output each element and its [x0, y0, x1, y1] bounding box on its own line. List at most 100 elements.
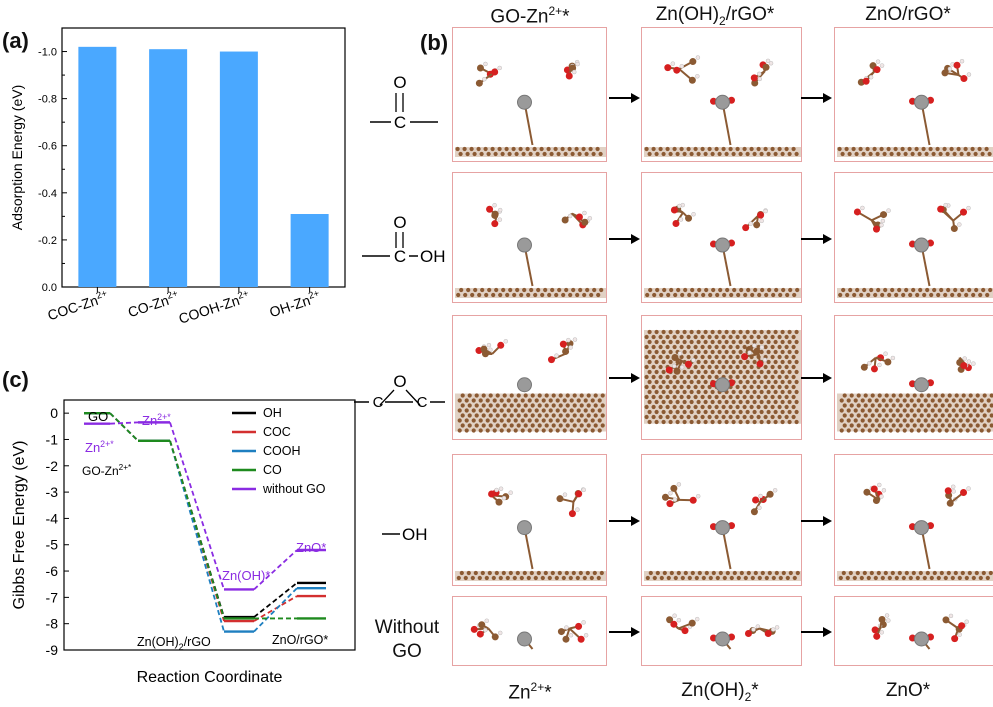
carbon-atom: [485, 408, 490, 413]
carbon-atom: [766, 339, 771, 345]
carbon-atom: [856, 413, 861, 418]
hydrogen-atom: [672, 497, 678, 502]
carbon-atom: [519, 292, 524, 298]
carbon-atom: [700, 404, 705, 410]
carbon-atom: [476, 146, 481, 152]
carbon-atom: [884, 393, 889, 398]
carbon-atom: [791, 374, 796, 380]
oxygen-atom: [871, 626, 879, 634]
carbon-atom: [682, 369, 687, 375]
carbon-atom: [773, 399, 778, 405]
carbon-atom: [958, 428, 963, 433]
carbon-atom: [532, 146, 537, 152]
graphene-sheet: [837, 147, 993, 157]
carbon-atom: [842, 423, 847, 428]
reaction-arrow: [609, 627, 640, 637]
carbon-atom: [940, 423, 945, 428]
carbon-atom: [794, 419, 799, 425]
hydrogen-atom: [679, 63, 685, 69]
carbon-atom: [951, 428, 956, 433]
carbon-atom: [537, 393, 542, 398]
carbon-atom: [717, 399, 722, 405]
carbon-atom: [728, 354, 733, 360]
hydrogen-atom: [483, 61, 488, 67]
carbon-atom: [933, 413, 938, 418]
carbon-atom: [884, 413, 889, 418]
carbon-atom: [568, 292, 573, 298]
carbon-atom: [467, 413, 472, 418]
zinc-atom: [914, 631, 929, 647]
carbon-atom: [694, 575, 699, 581]
carbon-atom: [669, 570, 674, 576]
carbon-atom: [672, 404, 677, 410]
carbon-atom: [676, 287, 681, 293]
carbon-atom: [689, 419, 694, 425]
carbon-atom: [487, 570, 492, 576]
carbon-atom: [700, 364, 705, 370]
carbon-atom: [849, 423, 854, 428]
carbon-atom: [745, 389, 750, 395]
carbon-atom: [759, 369, 764, 375]
hydrogen-atom: [879, 222, 884, 228]
carbon-atom: [595, 146, 600, 152]
carbon-atom: [530, 393, 535, 398]
carbon-atom: [708, 575, 713, 581]
carbon-atom: [759, 339, 764, 345]
carbon-atom: [647, 349, 652, 355]
carbon-atom: [756, 334, 761, 340]
carbon-atom: [863, 413, 868, 418]
carbon-atom: [456, 292, 461, 298]
carbon-atom: [780, 349, 785, 355]
carbon-atom: [887, 575, 892, 581]
carbon-atom: [881, 418, 886, 423]
oxygen-atom: [491, 68, 499, 76]
carbon-atom: [472, 151, 477, 157]
carbon-atom: [751, 79, 759, 87]
structure-tile-r2-c1: [452, 172, 607, 303]
carbon-atom: [672, 146, 677, 152]
carbon-atom: [644, 354, 649, 360]
carbon-atom: [583, 418, 588, 423]
carbon-atom: [781, 287, 786, 293]
carboxyl-o-text: O: [393, 213, 406, 232]
hydrogen-atom: [751, 627, 756, 632]
carbon-atom: [724, 399, 729, 405]
carbon-atom: [530, 413, 535, 418]
carbon-atom: [975, 403, 980, 408]
carbon-atom: [856, 403, 861, 408]
reaction-arrow: [801, 234, 832, 244]
carbon-atom: [842, 393, 847, 398]
carbon-atom: [596, 292, 601, 298]
carbon-atom: [872, 146, 877, 152]
carbon-atom: [521, 151, 526, 157]
hydrogen-atom: [886, 208, 891, 213]
carbon-atom: [654, 151, 659, 157]
carbon-atom: [957, 292, 962, 298]
annotation-znoh2-rgo: Zn(OH)2/rGO: [137, 635, 211, 652]
hydrogen-atom: [677, 203, 682, 209]
carbon-atom: [752, 379, 757, 385]
carbon-atom: [703, 151, 708, 157]
carbon-atom: [728, 374, 733, 380]
carbon-atom: [682, 329, 687, 335]
carbon-atom: [721, 344, 726, 350]
connector-CO: [109, 412, 139, 442]
carbon-atom: [912, 423, 917, 428]
carbon-atom: [979, 398, 984, 403]
carbon-atom: [869, 570, 874, 576]
carbon-atom: [794, 349, 799, 355]
carbon-atom: [771, 575, 776, 581]
carbon-atom: [693, 384, 698, 390]
carbon-atom: [696, 359, 701, 365]
carbon-atom: [696, 369, 701, 375]
carbon-atom: [672, 384, 677, 390]
carbon-atom: [658, 394, 663, 400]
carbon-atom: [735, 404, 740, 410]
carbon-atom: [682, 419, 687, 425]
gibbs-energy-chart: 0 -1 -2 -3 -4 -5 -6 -7 -8 -9 OH COC COOH CO without GO…: [11, 399, 356, 686]
carbon-atom: [525, 146, 530, 152]
hydrogen-atom: [671, 363, 677, 369]
carbon-atom: [759, 409, 764, 415]
hydrogen-atom: [957, 632, 962, 637]
carbon-atom: [870, 423, 875, 428]
